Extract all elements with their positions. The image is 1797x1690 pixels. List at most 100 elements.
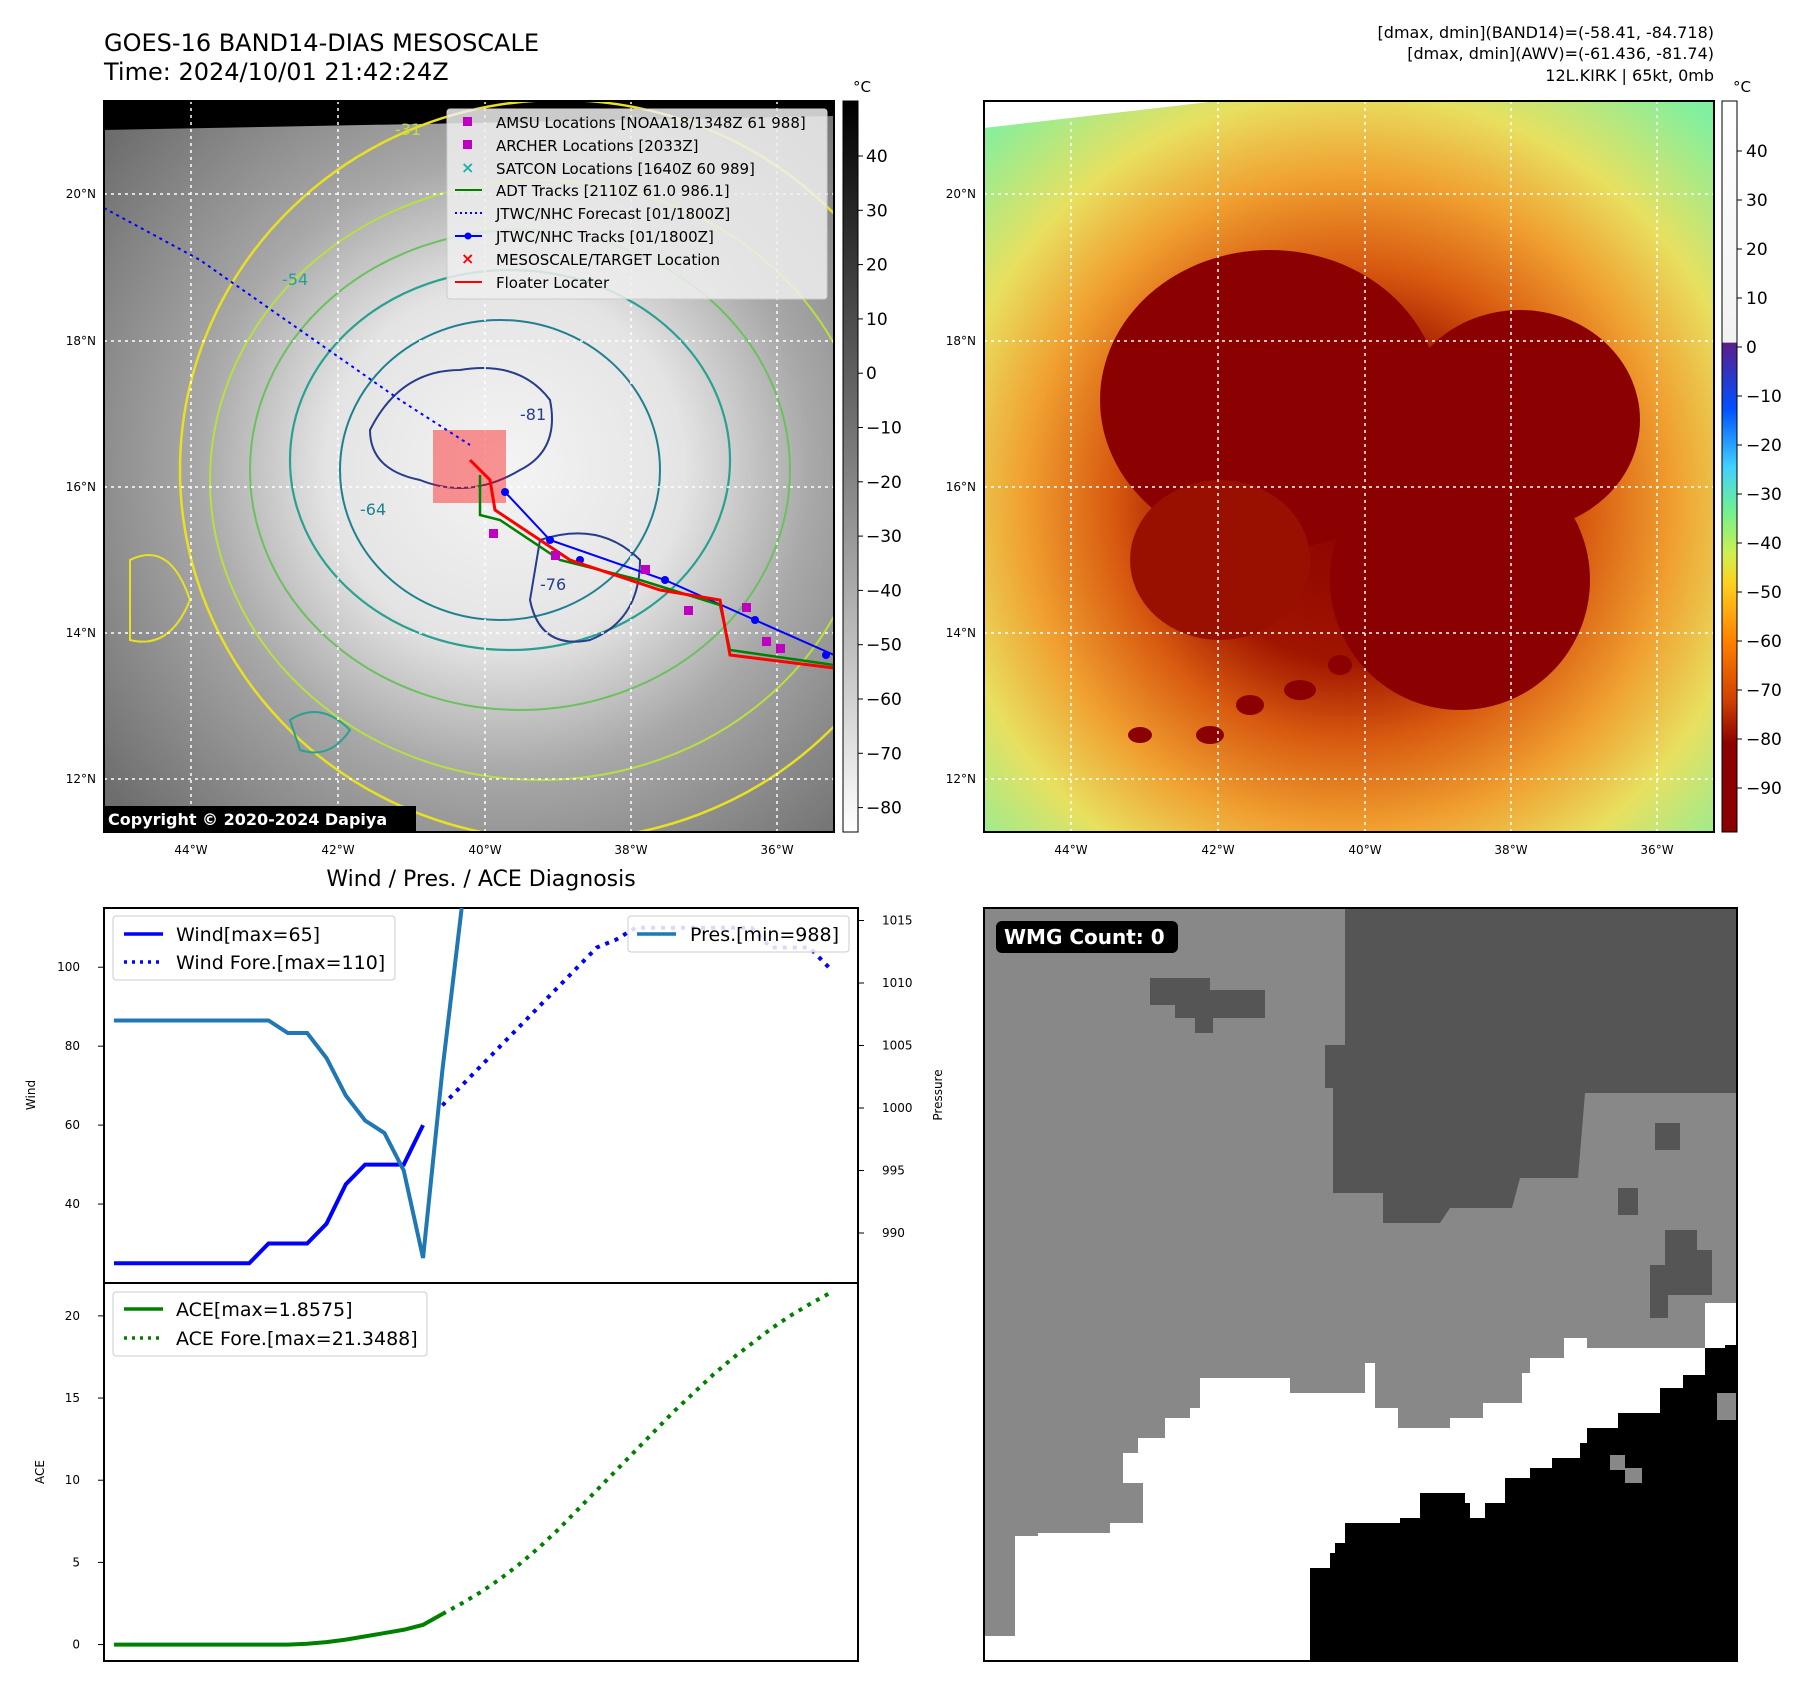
pressure-legend: Pres.[min=988] [627, 915, 850, 953]
wind-pressure-panel: Wind Pressure 40 60 80 100 990 995 1000 1005 10… [24, 907, 945, 1284]
stats-storm: 12L.KIRK | 65kt, 0mb [1545, 66, 1714, 85]
lon-tick: 42°W [321, 843, 354, 857]
lat-tick: 20°N [946, 187, 976, 201]
wmg-count-label: WMG Count: 0 [1004, 925, 1165, 949]
axis-tick-label: 1010 [882, 976, 913, 990]
gray-colorbar: °C 40 30 20 10 0 −10 −20 −30 −40 −50 −60 −70 −80 [842, 78, 902, 833]
contour-label: -31 [395, 120, 421, 139]
lon-tick: 38°W [614, 843, 647, 857]
colorbar-tick-label: −50 [1746, 583, 1782, 603]
colorbar-tick-label: 40 [1746, 142, 1768, 162]
wmg-count-badge [996, 921, 1178, 953]
colorbar-unit: °C [1733, 78, 1751, 96]
colorbar-tick-label: −80 [1746, 730, 1782, 750]
colorbar-tick-label: 20 [1746, 240, 1768, 260]
lat-tick: 20°N [66, 187, 96, 201]
ir-map-color: 20°N 18°N 16°N 14°N 12°N 44°W 42°W 40°W … [946, 100, 1715, 857]
legend-label: SATCON Locations [1640Z 60 989] [496, 160, 755, 178]
wind-forecast-series [440, 925, 831, 1107]
contour-label: -54 [282, 270, 308, 289]
lat-tick: 14°N [946, 626, 976, 640]
axis-tick-label: 1000 [882, 1101, 913, 1115]
wmg-panel: WMG Count: 0 [983, 907, 1738, 1662]
wind-series [114, 1124, 425, 1266]
legend-label: JTWC/NHC Tracks [01/1800Z] [495, 228, 714, 246]
legend-label: ARCHER Locations [2033Z] [496, 137, 699, 155]
lat-tick: 16°N [66, 480, 96, 494]
colorbar-tick-label: −30 [1746, 485, 1782, 505]
lon-tick: 36°W [760, 843, 793, 857]
axis-tick-label: 100 [57, 960, 80, 974]
colorbar-tick-label: 10 [866, 310, 888, 330]
ace-axis-label: ACE [33, 1460, 47, 1484]
axis-tick-label: 995 [882, 1164, 905, 1178]
legend-label: Wind[max=65] [176, 924, 320, 946]
lon-tick: 36°W [1640, 843, 1673, 857]
colorbar-tick-label: −80 [866, 799, 902, 819]
lon-tick: 42°W [1201, 843, 1234, 857]
colorbar-tick-label: −60 [866, 690, 902, 710]
colorbar-tick-label: 20 [866, 256, 888, 276]
lat-tick: 18°N [946, 334, 976, 348]
legend-target-icon: × [461, 249, 474, 268]
axis-tick-label: 40 [65, 1197, 80, 1211]
lat-tick: 14°N [66, 626, 96, 640]
colorbar-tick-label: −30 [866, 527, 902, 547]
map-legend: × × AMSU Locations [NOAA18/1348Z 61 988]… [446, 108, 828, 300]
lon-tick: 44°W [174, 843, 207, 857]
axis-tick-label: 20 [65, 1309, 80, 1323]
copyright-box [104, 806, 416, 832]
ace-legend: ACE[max=1.8575] ACE Fore.[max=21.3488] [112, 1291, 428, 1357]
contour-label: -76 [540, 575, 566, 594]
figure-time: Time: 2024/10/01 21:42:24Z [103, 58, 449, 86]
legend-amsu-icon [463, 117, 472, 126]
ace-series [114, 1612, 444, 1647]
pressure-series [114, 907, 464, 1259]
ace-panel: ACE 0 5 10 15 20 ACE[max=1.8575] ACE Fore.[m… [33, 1282, 859, 1662]
lon-tick: 44°W [1054, 843, 1087, 857]
contour-label: -64 [360, 500, 386, 519]
legend-label: ADT Tracks [2110Z 61.0 986.1] [496, 182, 730, 200]
colorbar-tick-label: −40 [866, 581, 902, 601]
legend-label: Floater Locater [496, 274, 610, 292]
colorbar-tick-label: −70 [866, 744, 902, 764]
lon-tick: 38°W [1494, 843, 1527, 857]
colorbar-tick-label: 10 [1746, 289, 1768, 309]
axis-tick-label: 15 [65, 1391, 80, 1405]
legend-satcon-icon: × [461, 158, 474, 177]
pressure-axis-label: Pressure [931, 1069, 945, 1120]
axis-tick-label: 1005 [882, 1039, 913, 1053]
legend-label: Wind Fore.[max=110] [176, 952, 385, 974]
colorbar-tick-label: −20 [1746, 436, 1782, 456]
axis-tick-label: 0 [72, 1638, 80, 1652]
colorbar-tick-label: 30 [866, 201, 888, 221]
axis-tick-label: 990 [882, 1226, 905, 1240]
legend-label: ACE Fore.[max=21.3488] [176, 1328, 418, 1350]
axis-tick-label: 5 [72, 1555, 80, 1569]
colorbar-tick-label: −60 [1746, 632, 1782, 652]
copyright-text: Copyright © 2020-2024 Dapiya [108, 810, 387, 829]
legend-label: JTWC/NHC Forecast [01/1800Z] [495, 205, 730, 223]
colorbar-tick-label: −90 [1746, 779, 1782, 799]
wind-legend: Wind[max=65] Wind Fore.[max=110] [112, 915, 396, 981]
lat-tick: 12°N [946, 772, 976, 786]
ir-map-gray: -31 -54 -64 -76 -81 [66, 100, 835, 857]
lon-tick: 40°W [1348, 843, 1381, 857]
lat-tick: 16°N [946, 480, 976, 494]
floater-track [468, 458, 834, 670]
colorbar-tick-label: 40 [866, 147, 888, 167]
legend-label: ACE[max=1.8575] [176, 1299, 353, 1321]
colorbar-tick-label: 0 [866, 364, 877, 384]
colorbar-tick-label: 0 [1746, 338, 1757, 358]
axis-tick-label: 1015 [882, 914, 913, 928]
wind-axis-label: Wind [24, 1080, 38, 1110]
color-colorbar: °C 40 30 20 10 0 −10 −20 −30 −40 −50 −60 −70 −80 −90 [1721, 78, 1782, 833]
legend-label: Pres.[min=988] [690, 924, 839, 946]
axis-tick-label: 80 [65, 1039, 80, 1053]
lat-tick: 18°N [66, 334, 96, 348]
lat-tick: 12°N [66, 772, 96, 786]
legend-label: AMSU Locations [NOAA18/1348Z 61 988] [496, 114, 806, 132]
colorbar-tick-label: −10 [866, 419, 902, 439]
colorbar-tick-label: −20 [866, 473, 902, 493]
